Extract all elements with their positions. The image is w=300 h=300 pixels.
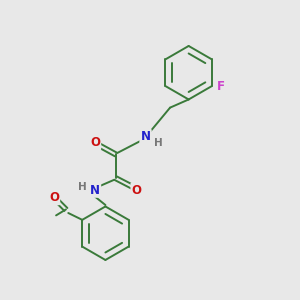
- Text: N: N: [90, 184, 100, 196]
- Text: H: H: [78, 182, 87, 192]
- Text: F: F: [217, 80, 225, 93]
- Text: O: O: [132, 184, 142, 196]
- Text: O: O: [49, 191, 59, 204]
- Text: O: O: [90, 136, 100, 149]
- Text: N: N: [140, 130, 151, 143]
- Text: H: H: [154, 138, 162, 148]
